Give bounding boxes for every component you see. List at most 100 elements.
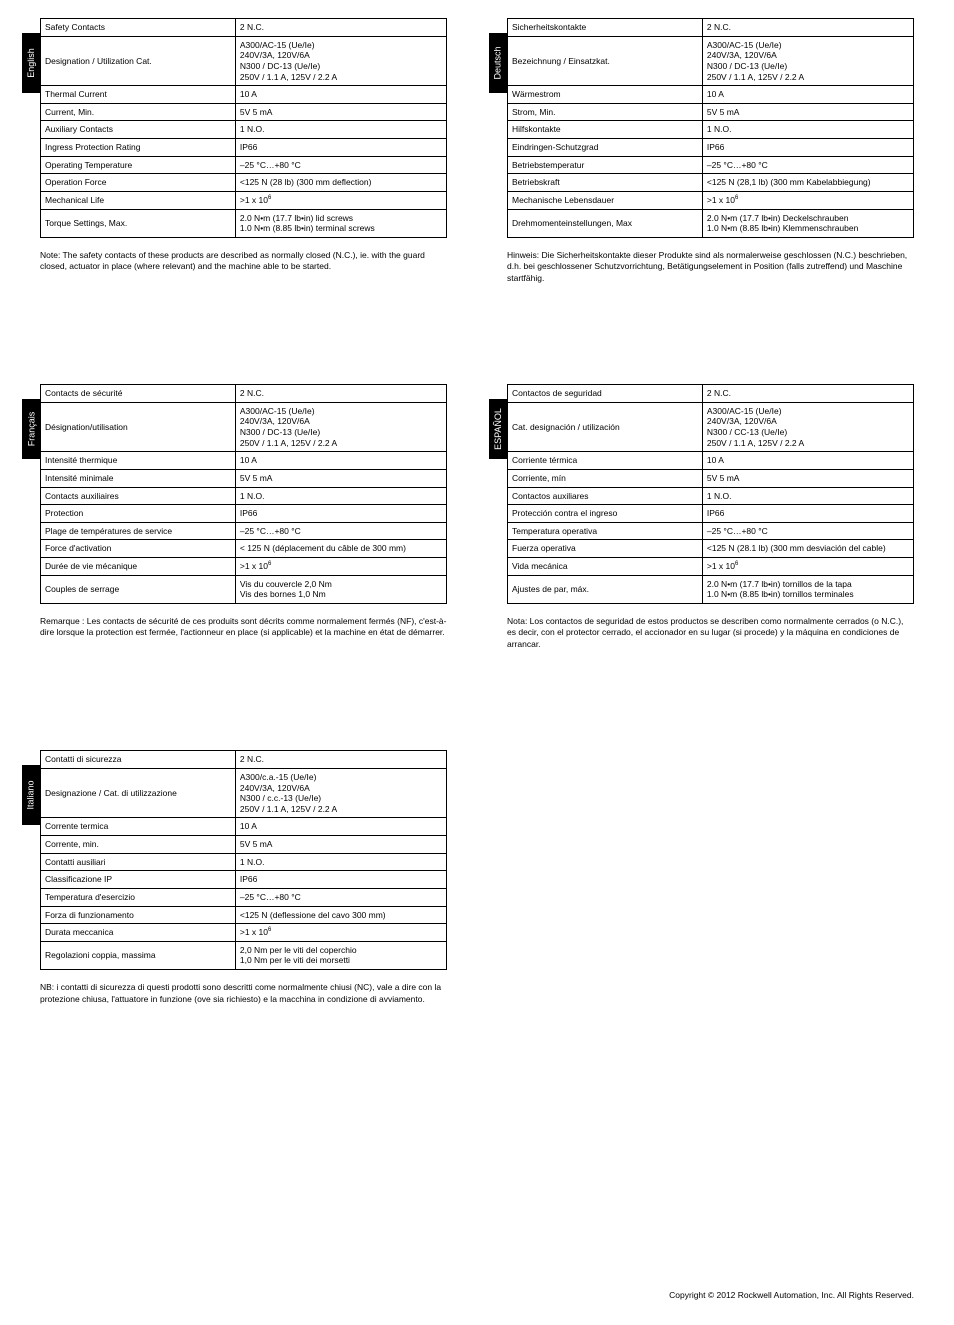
spec-value: <125 N (deflessione del cavo 300 mm) (235, 906, 446, 924)
table-row: Contacts auxiliaires1 N.O. (41, 487, 447, 505)
table-row: Strom, Min.5V 5 mA (508, 103, 914, 121)
spec-value: >1 x 106 (702, 558, 913, 576)
spec-value: IP66 (702, 505, 913, 523)
section-note: Remarque : Les contacts de sécurité de c… (40, 616, 447, 639)
spec-label: Temperatura d'esercizio (41, 888, 236, 906)
spec-value: 2.0 N•m (17.7 lb•in) lid screws 1.0 N•m … (235, 209, 446, 237)
table-row: Durée de vie mécanique>1 x 106 (41, 558, 447, 576)
table-row: Corriente térmica10 A (508, 452, 914, 470)
spec-value: 2 N.C. (235, 19, 446, 37)
table-row: Mechanische Lebensdauer>1 x 106 (508, 191, 914, 209)
spec-section: ItalianoContatti di sicurezza2 N.C.Desig… (40, 750, 447, 1005)
table-row: Contatti di sicurezza2 N.C. (41, 751, 447, 769)
spec-value: 5V 5 mA (702, 103, 913, 121)
table-row: Ingress Protection RatingIP66 (41, 139, 447, 157)
language-tab-label: Deutsch (493, 46, 503, 79)
language-tab: Français (22, 399, 40, 459)
spec-label: Ingress Protection Rating (41, 139, 236, 157)
table-row: Operating Temperature–25 °C…+80 °C (41, 156, 447, 174)
spec-label: Designazione / Cat. di utilizzazione (41, 768, 236, 818)
table-row: Cat. designación / utilizaciónA300/AC-15… (508, 402, 914, 452)
spec-value: <125 N (28 lb) (300 mm deflection) (235, 174, 446, 192)
spec-label: Contatti di sicurezza (41, 751, 236, 769)
spec-label: Intensité thermique (41, 452, 236, 470)
spec-value: 10 A (235, 452, 446, 470)
spec-value: 10 A (235, 818, 446, 836)
spec-label: Wärmestrom (508, 86, 703, 104)
spec-label: Hilfskontakte (508, 121, 703, 139)
spec-value: –25 °C…+80 °C (235, 156, 446, 174)
spec-value: A300/AC-15 (Ue/Ie) 240V/3A, 120V/6A N300… (235, 402, 446, 452)
spec-label: Ajustes de par, máx. (508, 575, 703, 603)
table-row: ProtectionIP66 (41, 505, 447, 523)
spec-label: Betriebstemperatur (508, 156, 703, 174)
spec-table: Sicherheitskontakte2 N.C.Bezeichnung / E… (507, 18, 914, 238)
table-row: Hilfskontakte1 N.O. (508, 121, 914, 139)
spec-label: Regolazioni coppia, massima (41, 941, 236, 969)
table-row: Sicherheitskontakte2 N.C. (508, 19, 914, 37)
spec-label: Contacts auxiliaires (41, 487, 236, 505)
spec-value: IP66 (702, 139, 913, 157)
spec-label: Protection (41, 505, 236, 523)
spec-value: –25 °C…+80 °C (702, 156, 913, 174)
spec-table: Contacts de sécurité2 N.C.Désignation/ut… (40, 384, 447, 604)
table-row: Auxiliary Contacts1 N.O. (41, 121, 447, 139)
table-row: Durata meccanica>1 x 106 (41, 924, 447, 942)
spec-label: Désignation/utilisation (41, 402, 236, 452)
table-row: Contactos auxiliares1 N.O. (508, 487, 914, 505)
table-row: Intensité minimale5V 5 mA (41, 469, 447, 487)
table-row: Corrente termica10 A (41, 818, 447, 836)
table-row: Operation Force<125 N (28 lb) (300 mm de… (41, 174, 447, 192)
spec-label: Current, Min. (41, 103, 236, 121)
spec-label: Corrente termica (41, 818, 236, 836)
spec-value: <125 N (28.1 lb) (300 mm desviación del … (702, 540, 913, 558)
spec-label: Temperatura operativa (508, 522, 703, 540)
spec-value: A300/AC-15 (Ue/Ie) 240V/3A, 120V/6A N300… (702, 402, 913, 452)
spec-label: Mechanical Life (41, 191, 236, 209)
spec-value: 5V 5 mA (235, 836, 446, 854)
spec-label: Betriebskraft (508, 174, 703, 192)
spec-label: Intensité minimale (41, 469, 236, 487)
spec-value: A300/AC-15 (Ue/Ie) 240V/3A, 120V/6A N300… (235, 36, 446, 86)
spec-label: Force d'activation (41, 540, 236, 558)
table-row: Betriebstemperatur–25 °C…+80 °C (508, 156, 914, 174)
spec-label: Vida mecánica (508, 558, 703, 576)
language-tab: Deutsch (489, 33, 507, 93)
spec-table: Contactos de seguridad2 N.C.Cat. designa… (507, 384, 914, 604)
spec-value: 10 A (702, 86, 913, 104)
table-row: Corriente, mín5V 5 mA (508, 469, 914, 487)
language-tab: Italiano (22, 765, 40, 825)
spec-value: –25 °C…+80 °C (235, 888, 446, 906)
spec-value: 5V 5 mA (235, 103, 446, 121)
section-note: Nota: Los contactos de seguridad de esto… (507, 616, 914, 650)
table-row: Temperatura d'esercizio–25 °C…+80 °C (41, 888, 447, 906)
spec-value: 2 N.C. (235, 751, 446, 769)
table-row: Safety Contacts2 N.C. (41, 19, 447, 37)
table-row: Designazione / Cat. di utilizzazioneA300… (41, 768, 447, 818)
copyright-text: Copyright © 2012 Rockwell Automation, In… (669, 1290, 914, 1300)
table-row: Couples de serrageVis du couvercle 2,0 N… (41, 575, 447, 603)
spec-label: Bezeichnung / Einsatzkat. (508, 36, 703, 86)
spec-value: 1 N.O. (235, 487, 446, 505)
table-row: Désignation/utilisationA300/AC-15 (Ue/Ie… (41, 402, 447, 452)
table-row: Force d'activation< 125 N (déplacement d… (41, 540, 447, 558)
spec-label: Operation Force (41, 174, 236, 192)
spec-value: 2,0 Nm per le viti del coperchio 1,0 Nm … (235, 941, 446, 969)
table-row: Protección contra el ingresoIP66 (508, 505, 914, 523)
spec-label: Strom, Min. (508, 103, 703, 121)
spec-label: Mechanische Lebensdauer (508, 191, 703, 209)
spec-table: Safety Contacts2 N.C.Designation / Utili… (40, 18, 447, 238)
spec-label: Durée de vie mécanique (41, 558, 236, 576)
spec-value: IP66 (235, 139, 446, 157)
spec-value: 1 N.O. (702, 487, 913, 505)
spec-value: 5V 5 mA (702, 469, 913, 487)
table-row: Classificazione IPIP66 (41, 871, 447, 889)
table-row: Forza di funzionamento<125 N (deflession… (41, 906, 447, 924)
spec-label: Classificazione IP (41, 871, 236, 889)
table-row: Fuerza operativa<125 N (28.1 lb) (300 mm… (508, 540, 914, 558)
spec-label: Contatti ausiliari (41, 853, 236, 871)
spec-value: <125 N (28,1 lb) (300 mm Kabelabbiegung) (702, 174, 913, 192)
section-note: Hinweis: Die Sicherheitskontakte dieser … (507, 250, 914, 284)
table-row: Corrente, min.5V 5 mA (41, 836, 447, 854)
spec-section: EnglishSafety Contacts2 N.C.Designation … (40, 18, 447, 284)
